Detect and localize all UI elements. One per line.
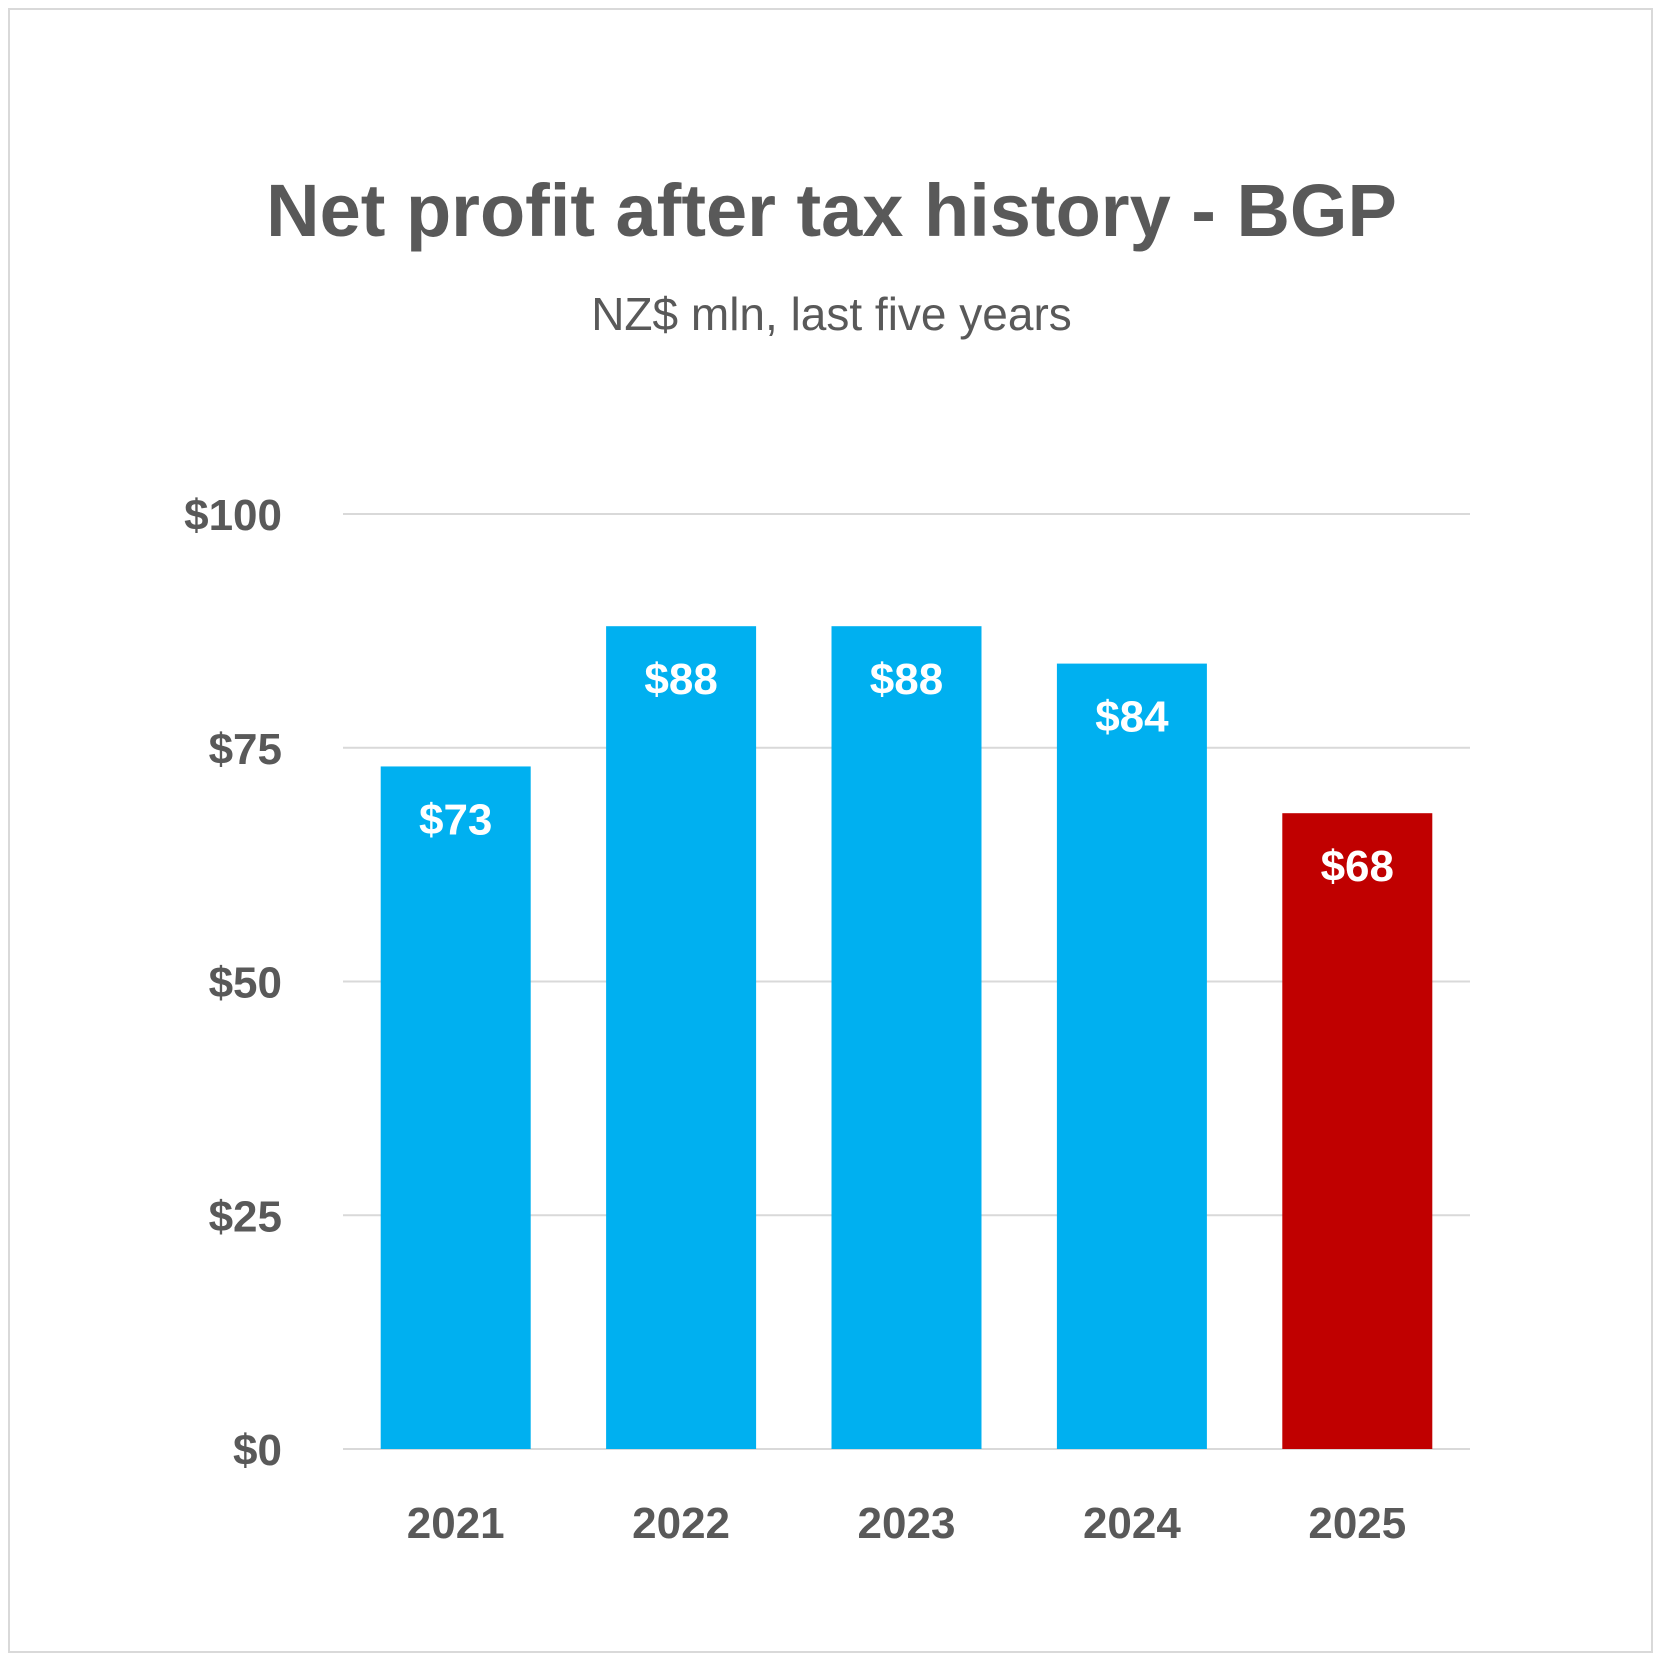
x-axis-categories: 2021 2022 2023 2024 2025 [407, 1499, 1406, 1548]
chart-title: Net profit after tax history - BGP [266, 169, 1397, 252]
x-category-label: 2022 [632, 1499, 730, 1548]
chart-subtitle: NZ$ mln, last five years [591, 288, 1072, 340]
data-label: $73 [419, 795, 492, 844]
x-category-label: 2021 [407, 1499, 505, 1548]
x-category-label: 2025 [1308, 1499, 1406, 1548]
x-category-label: 2024 [1083, 1499, 1181, 1548]
bar-2021 [380, 766, 531, 1449]
y-tick-label: $75 [209, 725, 282, 774]
y-tick-label: $0 [233, 1426, 282, 1475]
bars [380, 626, 1433, 1449]
y-tick-label: $50 [209, 959, 282, 1008]
x-category-label: 2023 [858, 1499, 956, 1548]
y-tick-label: $25 [209, 1192, 282, 1241]
data-label: $68 [1321, 842, 1394, 891]
bar-2025 [1282, 813, 1433, 1449]
data-label: $88 [870, 655, 943, 704]
bar-2023 [831, 626, 982, 1449]
data-label: $88 [644, 655, 717, 704]
y-tick-label: $100 [184, 491, 282, 540]
bar-2022 [606, 626, 757, 1449]
y-axis-ticks: $0 $25 $50 $75 $100 [184, 491, 282, 1475]
bar-2024 [1056, 663, 1207, 1449]
data-labels: $73 $88 $88 $84 $68 [419, 655, 1394, 891]
data-label: $84 [1095, 693, 1169, 742]
